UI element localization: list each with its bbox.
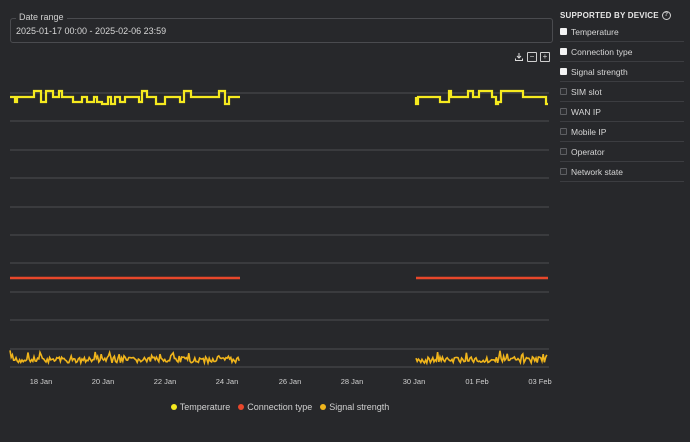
device-chart: 18 Jan 20 Jan 22 Jan 24 Jan 26 Jan 28 Jan 30 J… — [9, 89, 552, 386]
chart-toolbar: − + — [514, 52, 550, 62]
x-tick-label: 24 Jan — [216, 377, 239, 386]
supported-by-device-panel: SUPPORTED BY DEVICE ? Temperature Connec… — [560, 8, 684, 182]
checkbox-sim-slot[interactable] — [560, 88, 567, 95]
x-tick-label: 20 Jan — [92, 377, 115, 386]
checkbox-network-state[interactable] — [560, 168, 567, 175]
option-operator[interactable]: Operator — [560, 142, 684, 162]
date-range-value[interactable]: 2025-01-17 00:00 - 2025-02-06 23:59 — [16, 26, 167, 36]
x-tick-label: 03 Feb — [528, 377, 551, 386]
option-temperature[interactable]: Temperature — [560, 22, 684, 42]
series-temperature-line — [414, 89, 548, 106]
option-label: Signal strength — [571, 66, 628, 77]
x-tick-label: 22 Jan — [154, 377, 177, 386]
x-tick-label: 30 Jan — [403, 377, 426, 386]
option-connection-type[interactable]: Connection type — [560, 42, 684, 62]
date-range-label: Date range — [16, 12, 67, 22]
checkbox-signal-strength[interactable] — [560, 68, 567, 75]
download-icon[interactable] — [514, 52, 524, 62]
legend-label: Connection type — [247, 402, 313, 412]
zoom-in-icon[interactable]: + — [540, 52, 550, 62]
x-tick-label: 26 Jan — [279, 377, 302, 386]
x-axis-ticks: 18 Jan 20 Jan 22 Jan 24 Jan 26 Jan 28 Jan 30 J… — [30, 377, 552, 386]
x-tick-label: 18 Jan — [30, 377, 53, 386]
checkbox-wan-ip[interactable] — [560, 108, 567, 115]
option-label: SIM slot — [571, 86, 602, 97]
option-label: Temperature — [571, 26, 619, 37]
option-label: Connection type — [571, 46, 633, 57]
option-label: Mobile IP — [571, 126, 607, 137]
option-wan-ip[interactable]: WAN IP — [560, 102, 684, 122]
x-tick-label: 28 Jan — [341, 377, 364, 386]
chart-grid — [10, 92, 549, 368]
legend-connection-type[interactable]: Connection type — [238, 402, 312, 412]
checkbox-connection-type[interactable] — [560, 48, 567, 55]
chart-legend: Temperature Connection type Signal stren… — [0, 402, 560, 412]
option-network-state[interactable]: Network state — [560, 162, 684, 182]
option-sim-slot[interactable]: SIM slot — [560, 82, 684, 102]
series-signal-strength-line — [415, 350, 548, 366]
option-mobile-ip[interactable]: Mobile IP — [560, 122, 684, 142]
checkbox-operator[interactable] — [560, 148, 567, 155]
help-icon[interactable]: ? — [661, 10, 671, 20]
panel-title-text: SUPPORTED BY DEVICE — [560, 10, 659, 20]
option-label: Operator — [571, 146, 605, 157]
zoom-out-icon[interactable]: − — [527, 52, 537, 62]
chart-series — [9, 89, 548, 366]
panel-title: SUPPORTED BY DEVICE ? — [560, 8, 684, 22]
series-temperature-line — [10, 89, 240, 106]
date-range-field[interactable]: Date range 2025-01-17 00:00 - 2025-02-06… — [10, 12, 553, 43]
option-signal-strength[interactable]: Signal strength — [560, 62, 684, 82]
series-signal-strength-line — [9, 349, 240, 366]
checkbox-temperature[interactable] — [560, 28, 567, 35]
legend-temperature[interactable]: Temperature — [170, 402, 231, 412]
legend-signal-strength[interactable]: Signal strength — [320, 402, 389, 412]
legend-label: Temperature — [179, 402, 231, 412]
legend-dot-connection-type — [238, 404, 245, 410]
x-tick-label: 01 Feb — [465, 377, 488, 386]
legend-label: Signal strength — [329, 402, 390, 412]
checkbox-mobile-ip[interactable] — [560, 128, 567, 135]
legend-dot-signal-strength — [320, 404, 327, 410]
legend-dot-temperature — [170, 404, 177, 410]
option-label: Network state — [571, 166, 623, 177]
option-label: WAN IP — [571, 106, 601, 117]
